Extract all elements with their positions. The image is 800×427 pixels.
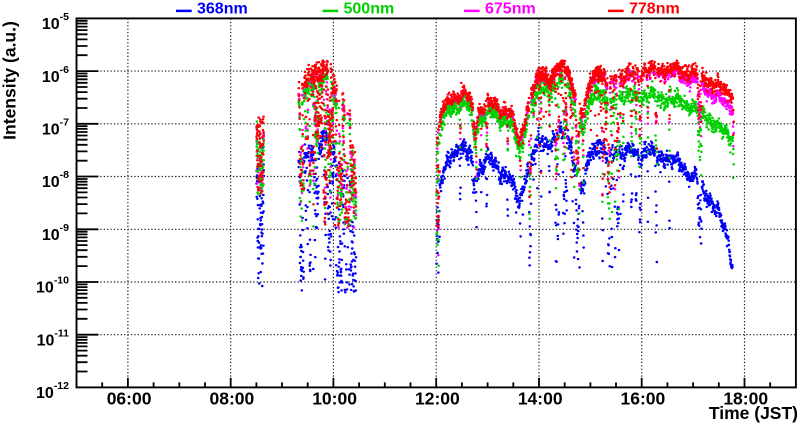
svg-text:Intensity (a.u.): Intensity (a.u.) [0, 21, 20, 140]
svg-text:10:00: 10:00 [312, 388, 357, 408]
svg-text:778nm: 778nm [629, 1, 680, 18]
svg-text:08:00: 08:00 [210, 388, 255, 408]
svg-text:675nm: 675nm [485, 1, 536, 18]
svg-text:16:00: 16:00 [621, 388, 666, 408]
svg-text:Time (JST): Time (JST) [709, 403, 798, 423]
svg-text:06:00: 06:00 [107, 388, 152, 408]
svg-text:18:00: 18:00 [723, 388, 768, 408]
svg-text:14:00: 14:00 [518, 388, 563, 408]
svg-text:12:00: 12:00 [415, 388, 460, 408]
svg-text:368nm: 368nm [197, 1, 248, 18]
svg-text:500nm: 500nm [344, 1, 395, 18]
